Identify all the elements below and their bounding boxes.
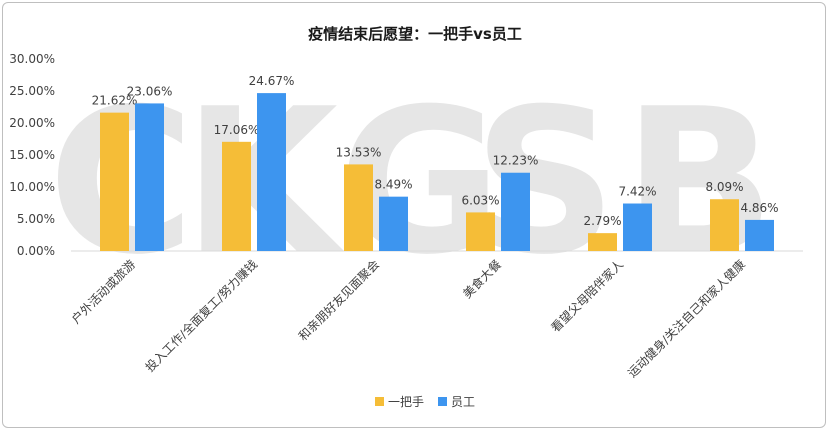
bar-leader <box>710 199 739 251</box>
watermark-letter: S <box>473 66 617 299</box>
data-label: 2.79% <box>583 214 621 228</box>
data-label: 12.23% <box>493 154 539 168</box>
legend: 一把手 员工 <box>375 395 475 409</box>
bar-chart: CKGSB 疫情结束后愿望：一把手vs员工 0.00%5.00%10.00%15… <box>9 25 803 409</box>
y-tick-label: 30.00% <box>9 52 55 66</box>
data-label: 4.86% <box>740 201 778 215</box>
chart-title: 疫情结束后愿望：一把手vs员工 <box>308 25 522 43</box>
bar-employee <box>379 196 408 251</box>
bar-employee <box>135 103 164 251</box>
bar-leader <box>344 164 373 251</box>
data-label: 7.42% <box>618 185 656 199</box>
data-label: 24.67% <box>249 74 295 88</box>
y-axis: 0.00% 5.00% 10.00% 15.00% 20.00% 25.00% 30.00% <box>9 52 803 258</box>
legend-swatch <box>375 397 384 406</box>
bars-group: 21.62%23.06% 17.06% 24.67% 13.53% 8.49% 6.03%… <box>92 74 779 251</box>
data-label: 17.06% <box>214 123 260 137</box>
bar-leader <box>100 112 129 251</box>
bar-leader <box>588 233 617 251</box>
bar-employee <box>501 172 530 251</box>
bar-leader <box>466 212 495 251</box>
legend-label: 员工 <box>451 395 475 409</box>
data-label: 23.06% <box>127 84 173 98</box>
y-tick-label: 25.00% <box>9 84 55 98</box>
data-label: 13.53% <box>336 145 382 159</box>
data-label: 21.62% <box>92 94 138 108</box>
chart-frame: CKGSB 疫情结束后愿望：一把手vs员工 0.00%5.00%10.00%15… <box>2 2 826 428</box>
y-tick-label: 10.00% <box>9 180 55 194</box>
data-label: 6.03% <box>461 193 499 207</box>
bar-employee <box>623 203 652 251</box>
y-tick-label: 20.00% <box>9 116 55 130</box>
legend-label: 一把手 <box>388 395 424 409</box>
watermark-letter: B <box>623 66 775 299</box>
bar-employee <box>745 219 774 251</box>
bar-leader <box>222 141 251 251</box>
bar-employee <box>257 93 286 251</box>
y-tick-label: 5.00% <box>17 212 55 226</box>
data-label: 8.09% <box>705 180 743 194</box>
legend-swatch <box>438 397 447 406</box>
data-label: 8.49% <box>374 178 412 192</box>
y-tick-label: 0.00% <box>17 244 55 258</box>
y-tick-label: 15.00% <box>9 148 55 162</box>
